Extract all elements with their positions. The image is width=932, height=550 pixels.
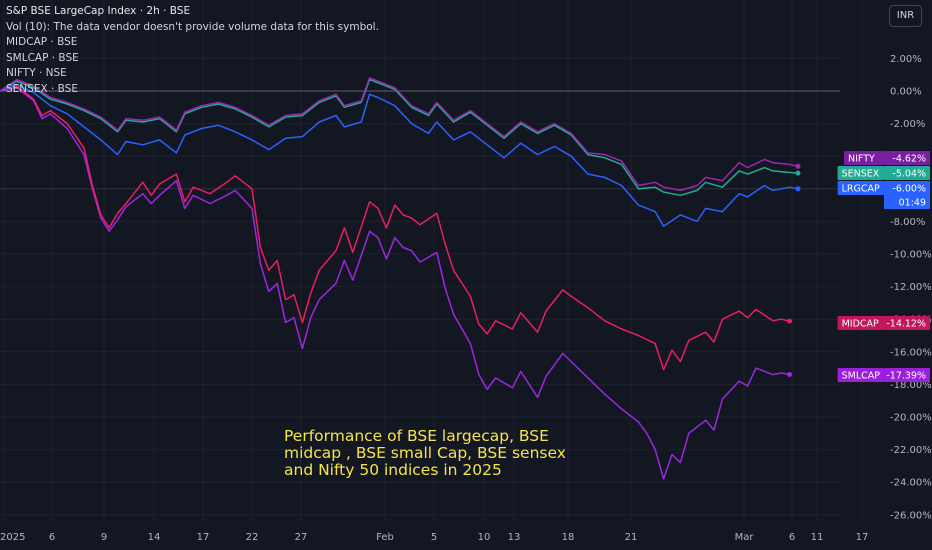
- y-tick-label: -10.00%: [890, 250, 932, 261]
- price-label-nifty: NIFTY -4.62%: [844, 151, 930, 165]
- y-tick-label: -24.00%: [890, 478, 932, 489]
- zero-line-layer: [0, 90, 840, 190]
- series-last-point-midcap: [787, 318, 793, 324]
- legend-item-sensex[interactable]: SENSEX · BSE: [6, 82, 78, 95]
- x-tick-label: 21: [625, 532, 638, 543]
- x-axis: 2025 6 9 14 17 22 27 Feb 5 10 13 18 21 Mar 6 11 17: [0, 532, 868, 543]
- series-last-point-sensex: [795, 170, 801, 176]
- series-line-smlcap[interactable]: [0, 86, 790, 480]
- price-label-smlcap: SMLCAP -17.39%: [837, 368, 930, 382]
- x-tick-label: 22: [246, 532, 259, 543]
- y-tick-label: 0.00%: [890, 87, 922, 98]
- legend-item-smlcap[interactable]: SMLCAP · BSE: [6, 51, 79, 64]
- x-tick-label: 2025: [0, 532, 25, 543]
- legend-volume-note: Vol (10): The data vendor doesn't provid…: [6, 20, 379, 33]
- y-tick-label: 2.00%: [890, 54, 922, 65]
- y-tick-label: -12.00%: [890, 282, 932, 293]
- series-line-nifty[interactable]: [0, 77, 799, 192]
- series-last-point-lrgcap: [795, 186, 801, 192]
- x-tick-label: 10: [478, 532, 491, 543]
- price-label-name: MIDCAP: [842, 319, 879, 330]
- x-tick-label: Mar: [735, 532, 755, 543]
- legend-item-nifty[interactable]: NIFTY · NSE: [6, 67, 67, 79]
- price-label-sensex: SENSEX -5.04%: [837, 166, 930, 180]
- price-label-value: -14.12%: [886, 319, 926, 330]
- y-tick-label: -18.00%: [890, 380, 932, 391]
- price-label-name: SMLCAP: [842, 371, 881, 382]
- x-tick-label: 5: [431, 532, 437, 543]
- y-tick-label: -2.00%: [890, 119, 925, 130]
- price-label-midcap: MIDCAP -14.12%: [837, 316, 930, 330]
- price-label-name: LRGCAP: [842, 184, 880, 195]
- x-tick-label: 14: [148, 532, 161, 543]
- series-last-point-nifty: [795, 163, 801, 169]
- legend-title[interactable]: S&P BSE LargeCap Index · 2h · BSE: [6, 5, 191, 17]
- x-tick-label: 6: [789, 532, 795, 543]
- price-label-value: -17.39%: [886, 371, 926, 382]
- legend-item-midcap[interactable]: MIDCAP · BSE: [6, 36, 78, 48]
- y-tick-label: -8.00%: [890, 217, 925, 228]
- series-line-midcap[interactable]: [0, 85, 790, 371]
- price-label-lrgcap: LRGCAP -6.00% 01:49: [837, 181, 930, 209]
- series-last-point-smlcap: [787, 371, 793, 377]
- y-tick-label: -16.00%: [890, 347, 932, 358]
- series-line-lrgcap[interactable]: [0, 83, 799, 228]
- y-tick-label: -22.00%: [890, 445, 932, 456]
- currency-button[interactable]: INR: [889, 5, 922, 27]
- x-tick-label: 17: [856, 532, 869, 543]
- price-label-value: -5.04%: [892, 169, 926, 180]
- chart-annotation-text: Performance of BSE largecap, BSE midcap …: [284, 427, 566, 479]
- series-line-sensex[interactable]: [0, 78, 799, 197]
- price-label-value: -6.00%: [892, 184, 926, 195]
- price-label-value: -4.62%: [892, 154, 926, 165]
- price-label-name: NIFTY: [848, 154, 875, 165]
- y-axis: 2.00%0.00%-2.00%-4.00%-6.00%-8.00%-10.00…: [890, 54, 932, 521]
- x-tick-label: 18: [562, 532, 575, 543]
- x-tick-label: 27: [295, 532, 308, 543]
- price-labels: NIFTY -4.62% SENSEX -5.04% LRGCAP -6.00% 01:49…: [837, 151, 930, 382]
- x-tick-label: Feb: [376, 532, 394, 543]
- y-tick-label: -20.00%: [890, 413, 932, 424]
- x-tick-label: 9: [101, 532, 107, 543]
- grid-layer: [0, 0, 863, 522]
- x-tick-label: 17: [197, 532, 210, 543]
- series-layer: [0, 77, 801, 480]
- x-tick-label: 13: [508, 532, 521, 543]
- x-tick-label: 11: [811, 532, 824, 543]
- chart-legend: S&P BSE LargeCap Index · 2h · BSE Vol (1…: [6, 4, 379, 97]
- y-tick-label: -26.00%: [890, 510, 932, 521]
- x-tick-label: 6: [49, 532, 55, 543]
- price-label-countdown: 01:49: [899, 198, 926, 209]
- price-label-name: SENSEX: [842, 169, 880, 180]
